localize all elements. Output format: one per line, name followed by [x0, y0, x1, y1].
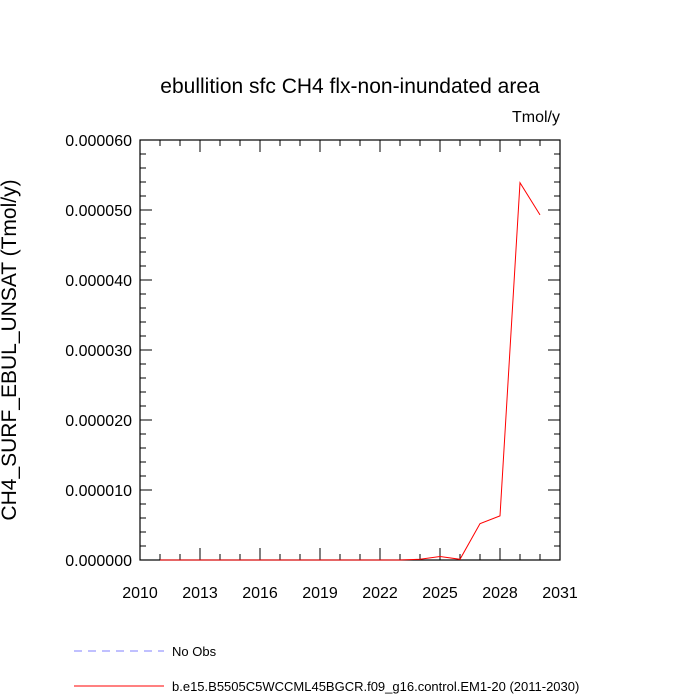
- series-layer: [160, 181, 541, 561]
- y-tick-label: 0.000030: [65, 343, 132, 360]
- legend-label: No Obs: [172, 644, 217, 659]
- legend: No Obs b.e15.B5505C5WCCML45BGCR.f09_g16.c…: [74, 644, 579, 694]
- axis-ticks: 2010 2013 2016 2019 2022 2025 2028 2031 0.000000…: [65, 133, 578, 602]
- y-tick-label: 0.000060: [65, 133, 132, 150]
- y-tick-label: 0.000010: [65, 483, 132, 500]
- units-label: Tmol/y: [512, 109, 560, 126]
- y-tick-label: 0.000040: [65, 273, 132, 290]
- plot-frame: [139, 139, 561, 561]
- x-tick-label: 2025: [422, 585, 458, 602]
- x-tick-label: 2010: [122, 585, 158, 602]
- x-tick-label: 2022: [362, 585, 398, 602]
- y-tick-label: 0.000000: [65, 553, 132, 570]
- y-tick-label: 0.000020: [65, 413, 132, 430]
- x-tick-label: 2031: [542, 585, 578, 602]
- x-tick-label: 2019: [302, 585, 338, 602]
- y-tick-label: 0.000050: [65, 203, 132, 220]
- x-tick-label: 2028: [482, 585, 518, 602]
- legend-label: b.e15.B5505C5WCCML45BGCR.f09_g16.control…: [172, 679, 579, 694]
- chart-title: ebullition sfc CH4 flx-non-inundated are…: [160, 75, 540, 98]
- series-line: [160, 181, 541, 561]
- x-tick-label: 2016: [242, 585, 278, 602]
- y-axis-label: CH4_SURF_EBUL_UNSAT (Tmol/y): [0, 179, 21, 520]
- x-tick-label: 2013: [182, 585, 218, 602]
